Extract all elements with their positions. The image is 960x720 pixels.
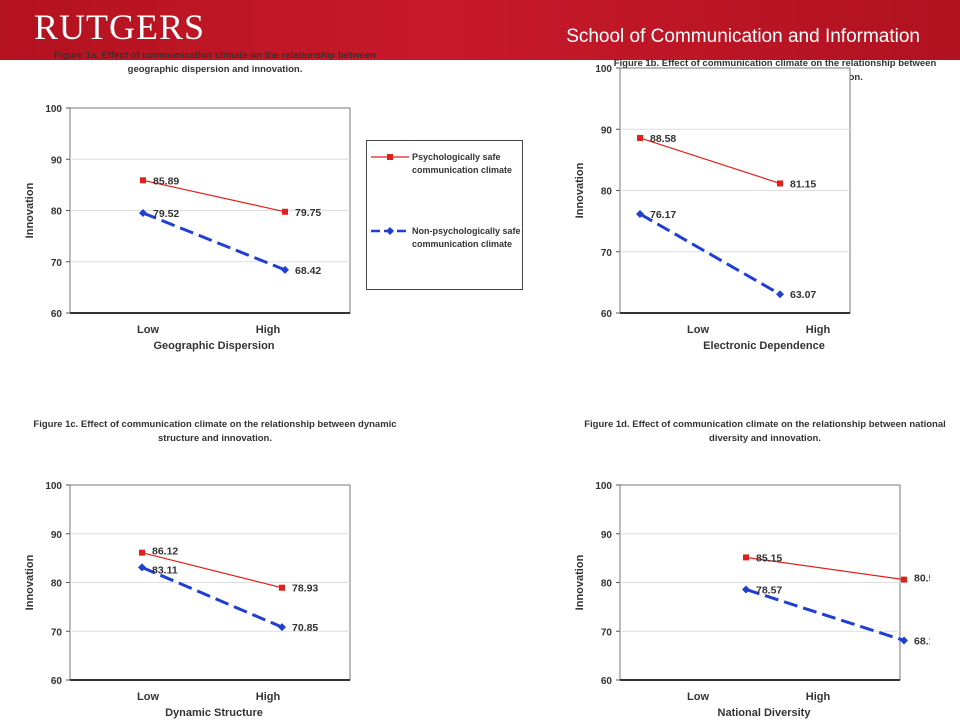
y-axis-label: Innovation xyxy=(574,162,586,218)
data-point xyxy=(279,584,285,591)
data-label: 80.59 xyxy=(914,573,930,585)
figure-1a-chart: 60 70 80 90 100 Innovation Low High Geographic D… xyxy=(24,104,351,352)
y-tick-label: 100 xyxy=(595,481,612,492)
data-label: 79.75 xyxy=(295,207,321,219)
y-tick-label: 70 xyxy=(51,258,63,269)
data-point xyxy=(138,563,146,572)
data-label: 85.89 xyxy=(153,175,179,187)
data-label: 68.42 xyxy=(295,265,321,277)
y-tick-label: 60 xyxy=(601,676,613,687)
x-axis-label: Geographic Dispersion xyxy=(153,340,274,352)
data-label: 76.17 xyxy=(650,209,676,221)
y-axis-label: Innovation xyxy=(24,182,36,238)
figure-1b-chart: 60 70 80 90 100 Innovation Low High Electronic D… xyxy=(574,64,851,352)
x-tick-label: High xyxy=(806,324,831,336)
data-label: 81.15 xyxy=(790,178,816,190)
legend-label-psychologically-safe: Psychologically safe communication clima… xyxy=(412,152,513,175)
series-line xyxy=(639,212,781,296)
series-line xyxy=(141,565,283,629)
y-tick-label: 60 xyxy=(51,309,63,320)
series-line xyxy=(639,137,781,185)
x-tick-label: Low xyxy=(137,691,159,703)
y-tick-label: 90 xyxy=(601,530,613,541)
figure-1c-title: Figure 1c. Effect of communication clima… xyxy=(33,419,397,444)
figure-1c-chart: 60 70 80 90 100 Innovation Low High Dynamic Stru… xyxy=(24,481,351,719)
data-label: 78.57 xyxy=(756,584,782,596)
school-name: School of Communication and Information xyxy=(566,26,920,47)
figure-1a-title: Figure 1a. Effect of communication clima… xyxy=(54,50,376,75)
y-tick-label: 70 xyxy=(51,627,63,638)
header-banner: RUTGERS School of Communication and Info… xyxy=(0,0,960,60)
data-point xyxy=(139,549,145,556)
x-tick-label: Low xyxy=(687,691,709,703)
y-tick-label: 80 xyxy=(51,579,63,590)
y-tick-label: 90 xyxy=(51,530,63,541)
legend-square-marker xyxy=(371,154,409,160)
data-point xyxy=(777,180,783,187)
data-point xyxy=(282,208,288,215)
data-label: 86.12 xyxy=(152,546,178,558)
x-tick-label: Low xyxy=(137,324,159,336)
figure-1d-title: Figure 1d. Effect of communication clima… xyxy=(584,419,946,444)
data-point xyxy=(278,623,286,632)
data-point xyxy=(776,290,784,299)
data-point xyxy=(742,585,750,594)
data-point xyxy=(636,209,644,218)
data-point xyxy=(743,554,749,561)
series-line xyxy=(745,556,905,581)
data-label: 78.93 xyxy=(292,583,318,595)
y-tick-label: 90 xyxy=(601,125,613,136)
rutgers-logo: RUTGERS xyxy=(34,7,206,47)
series-line xyxy=(141,552,283,589)
x-tick-label: Low xyxy=(687,324,709,336)
y-tick-label: 70 xyxy=(601,627,613,638)
y-tick-label: 100 xyxy=(45,481,62,492)
data-label: 88.58 xyxy=(650,133,676,145)
data-label: 68.11 xyxy=(914,635,930,647)
legend-label-non-psychologically-safe: Non-psychologically safe communication c… xyxy=(412,226,521,249)
series-line xyxy=(745,588,905,642)
x-tick-label: High xyxy=(256,324,281,336)
x-tick-label: High xyxy=(806,691,831,703)
y-tick-label: 100 xyxy=(595,64,612,75)
legend: Psychologically safe communication clima… xyxy=(366,140,523,290)
legend-diamond-marker xyxy=(371,227,409,235)
y-tick-label: 80 xyxy=(601,187,613,198)
data-label: 70.85 xyxy=(292,622,318,634)
x-axis-label: National Diversity xyxy=(718,707,812,719)
series-line xyxy=(142,211,286,272)
data-point xyxy=(900,636,908,645)
data-point xyxy=(140,177,146,184)
y-axis-label: Innovation xyxy=(574,554,586,610)
data-label: 85.15 xyxy=(756,552,782,564)
data-point xyxy=(637,134,643,141)
y-tick-label: 80 xyxy=(51,207,63,218)
x-axis-label: Dynamic Structure xyxy=(165,707,263,719)
data-point xyxy=(281,265,289,274)
data-label: 83.11 xyxy=(152,564,178,576)
series-line xyxy=(142,179,286,213)
y-tick-label: 80 xyxy=(601,579,613,590)
x-tick-label: High xyxy=(256,691,281,703)
y-tick-label: 90 xyxy=(51,155,63,166)
y-tick-label: 60 xyxy=(51,676,63,687)
data-point xyxy=(901,576,907,583)
y-axis-label: Innovation xyxy=(24,554,36,610)
y-tick-label: 100 xyxy=(45,104,62,115)
figure-1d-chart: 60 70 80 90 100 Innovation Low High National Div… xyxy=(574,481,930,719)
data-label: 79.52 xyxy=(153,208,179,220)
data-point xyxy=(139,208,147,217)
y-tick-label: 60 xyxy=(601,309,613,320)
data-label: 63.07 xyxy=(790,289,816,301)
y-tick-label: 70 xyxy=(601,248,613,259)
x-axis-label: Electronic Dependence xyxy=(703,340,825,352)
